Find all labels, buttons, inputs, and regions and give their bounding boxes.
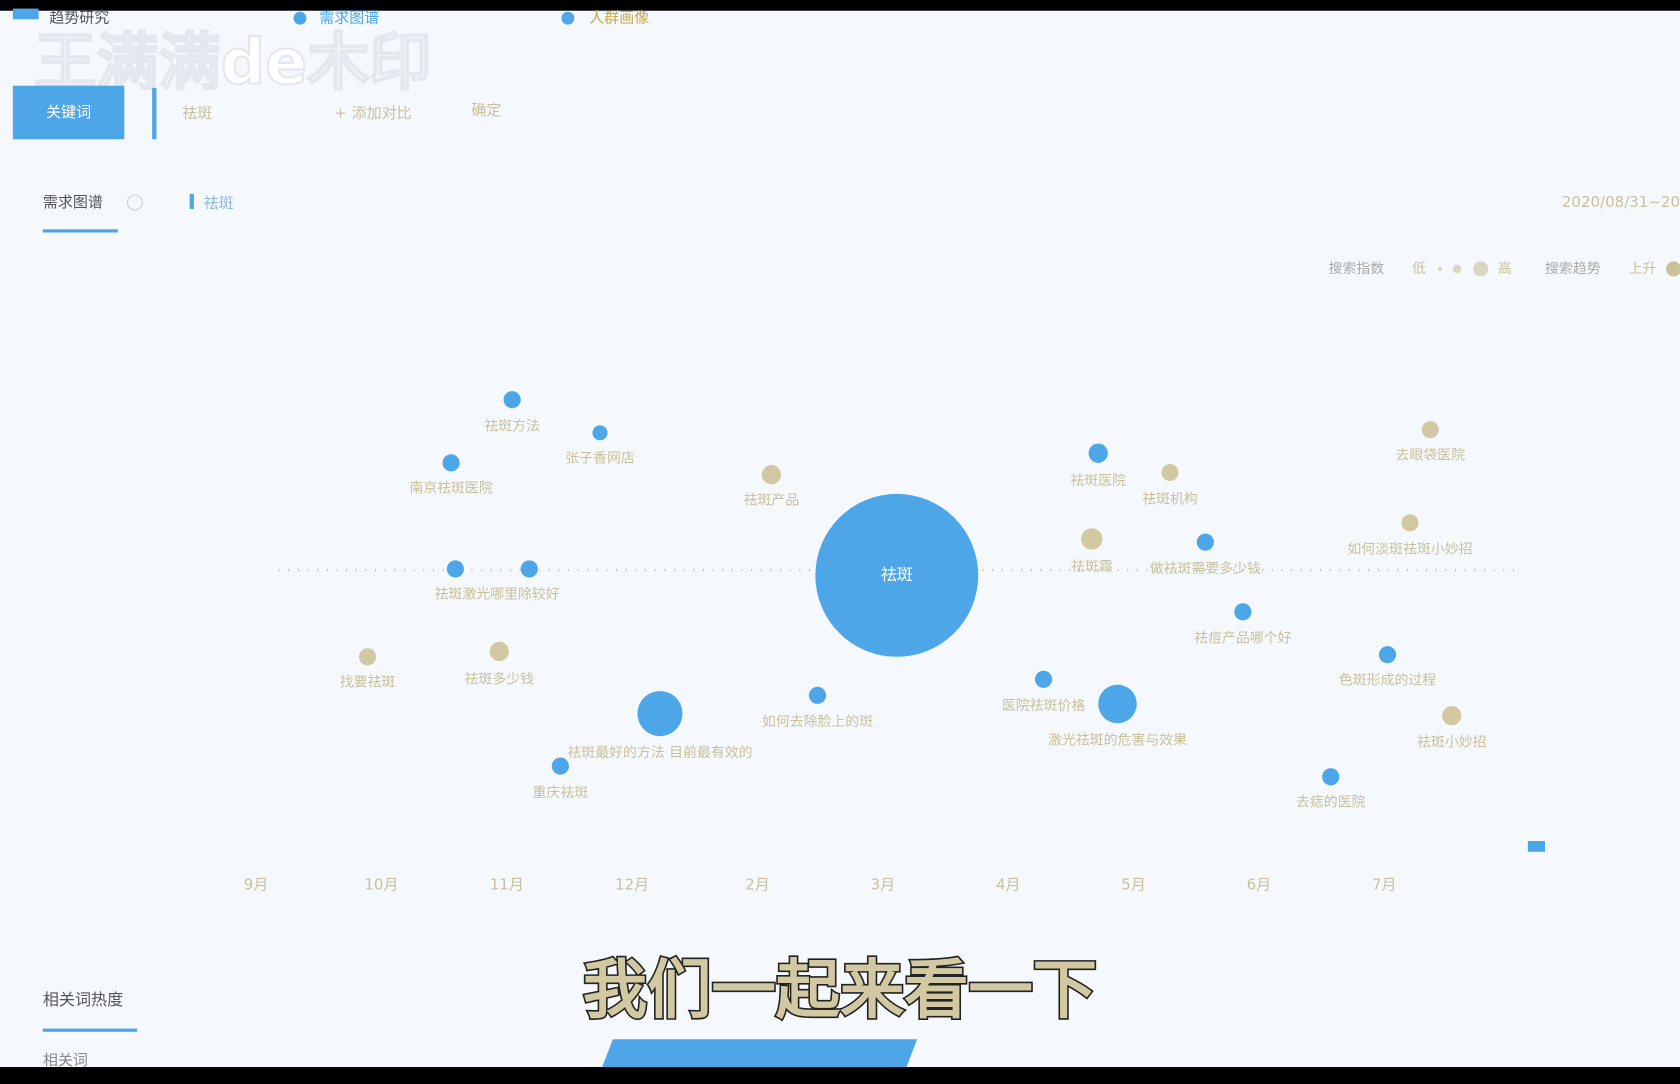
- month-label: 9月: [244, 876, 269, 894]
- month-label: 5月: [1121, 876, 1146, 894]
- top-tab[interactable]: 人群画像: [589, 9, 649, 27]
- node-bubble[interactable]: [1081, 528, 1103, 550]
- section-keyword: 祛斑: [204, 194, 234, 212]
- node-label[interactable]: 如何去除脸上的斑: [762, 714, 873, 730]
- node-bubble[interactable]: [489, 641, 509, 662]
- node-label[interactable]: 祛斑激光哪里除较好: [435, 586, 560, 603]
- center-label: 祛斑: [881, 565, 913, 584]
- month-label: 11月: [490, 876, 524, 894]
- button-label[interactable]: 关键词: [46, 103, 91, 121]
- legend-dot: [1437, 266, 1443, 272]
- node-label[interactable]: 去眼袋医院: [1396, 447, 1466, 463]
- node-label[interactable]: 祛斑小妙招: [1417, 735, 1487, 751]
- node-bubble[interactable]: [1196, 533, 1214, 551]
- month-label: 3月: [871, 876, 896, 894]
- node-bubble[interactable]: [761, 465, 782, 485]
- month-label: 7月: [1372, 876, 1397, 894]
- node-label[interactable]: 张子香网店: [565, 451, 635, 467]
- tab-underline: [42, 1028, 138, 1032]
- node-label[interactable]: 祛斑多少钱: [465, 670, 535, 687]
- node-bubble[interactable]: [808, 686, 827, 704]
- legend-high: 高: [1498, 260, 1512, 277]
- month-label: 12月: [615, 876, 649, 894]
- month-label: 10月: [364, 876, 398, 894]
- section-tab[interactable]: 相关词热度: [43, 990, 123, 1009]
- date-range[interactable]: 2020/08/31~20: [1562, 193, 1680, 211]
- center-bubble[interactable]: [815, 493, 979, 657]
- section-tab[interactable]: 需求图谱: [43, 193, 103, 211]
- node-label[interactable]: 祛斑最好的方法 目前最有效的: [567, 744, 752, 761]
- node-bubble[interactable]: [1378, 646, 1397, 664]
- node-bubble[interactable]: [592, 425, 608, 441]
- node-label[interactable]: 祛斑方法: [484, 418, 540, 434]
- node-label[interactable]: 南京祛斑医院: [409, 481, 493, 497]
- top-tab[interactable]: 需求图谱: [319, 9, 379, 27]
- node-label[interactable]: 祛斑霜: [1071, 559, 1113, 575]
- month-label: 6月: [1247, 876, 1272, 894]
- legend-title: 搜索指数: [1329, 260, 1385, 277]
- tab-icon: [12, 8, 39, 20]
- node-label[interactable]: 如何淡斑祛斑小妙招: [1347, 542, 1472, 558]
- keyword-input[interactable]: 祛斑: [182, 104, 212, 122]
- legend-rise: 上升: [1629, 261, 1657, 277]
- sub-tab[interactable]: 相关词: [43, 1051, 88, 1069]
- node-bubble[interactable]: [1035, 670, 1053, 688]
- node-label[interactable]: 祛斑机构: [1142, 491, 1198, 507]
- confirm[interactable]: 确定: [471, 101, 501, 119]
- node-label[interactable]: 祛斑医院: [1070, 473, 1126, 489]
- help-icon: [126, 194, 144, 211]
- month-label: 2月: [745, 876, 770, 894]
- legend-dot: [1452, 264, 1462, 274]
- node-bubble[interactable]: [1322, 768, 1340, 786]
- frame-bottom: [0, 1067, 1680, 1080]
- node-label[interactable]: 祛痘产品哪个好: [1194, 631, 1291, 647]
- legend-dot: [1666, 261, 1680, 277]
- node-bubble[interactable]: [442, 454, 460, 472]
- node-dot: [446, 560, 464, 578]
- node-label[interactable]: 医院祛斑价格: [1002, 698, 1086, 714]
- tab-underline: [42, 229, 118, 233]
- node-bubble[interactable]: [503, 391, 521, 409]
- node-label[interactable]: 去痣的医院: [1296, 795, 1366, 811]
- node-label[interactable]: 祛斑产品: [744, 492, 800, 508]
- keyword-button[interactable]: [12, 85, 125, 140]
- node-bubble[interactable]: [1234, 603, 1252, 621]
- keyword-marker: [189, 193, 194, 209]
- top-tab[interactable]: 趋势研究: [49, 9, 109, 27]
- node-label[interactable]: 做祛斑需要多少钱: [1150, 560, 1261, 577]
- caption: 我们一起来看一下: [583, 953, 1097, 1028]
- scroll-handle[interactable]: [1527, 841, 1545, 852]
- node-bubble[interactable]: [1401, 514, 1419, 532]
- caption-bar: [602, 1039, 918, 1068]
- node-bubble[interactable]: [1161, 463, 1179, 482]
- node-bubble[interactable]: [1098, 684, 1137, 724]
- node-bubble[interactable]: [637, 691, 683, 737]
- month-label: 4月: [996, 876, 1021, 894]
- node-bubble[interactable]: [358, 648, 377, 666]
- node-label[interactable]: 重庆祛斑: [533, 785, 589, 801]
- legend-low: 低: [1412, 261, 1426, 277]
- tab-icon: [561, 11, 575, 25]
- add-compare[interactable]: + 添加对比: [334, 104, 411, 122]
- node-bubble[interactable]: [1421, 421, 1439, 439]
- input-bar: [152, 87, 157, 140]
- legend-dot: [1473, 261, 1489, 277]
- node-bubble[interactable]: [1088, 443, 1108, 463]
- legend-title: 搜索趋势: [1545, 260, 1601, 277]
- node-label[interactable]: 找要祛斑: [340, 675, 396, 691]
- node-bubble[interactable]: [520, 560, 538, 578]
- node-bubble[interactable]: [1442, 706, 1462, 726]
- node-label[interactable]: 激光祛斑的危害与效果: [1048, 731, 1187, 748]
- node-label[interactable]: 色斑形成的过程: [1339, 671, 1436, 688]
- node-bubble[interactable]: [551, 757, 569, 775]
- tab-icon: [293, 11, 307, 25]
